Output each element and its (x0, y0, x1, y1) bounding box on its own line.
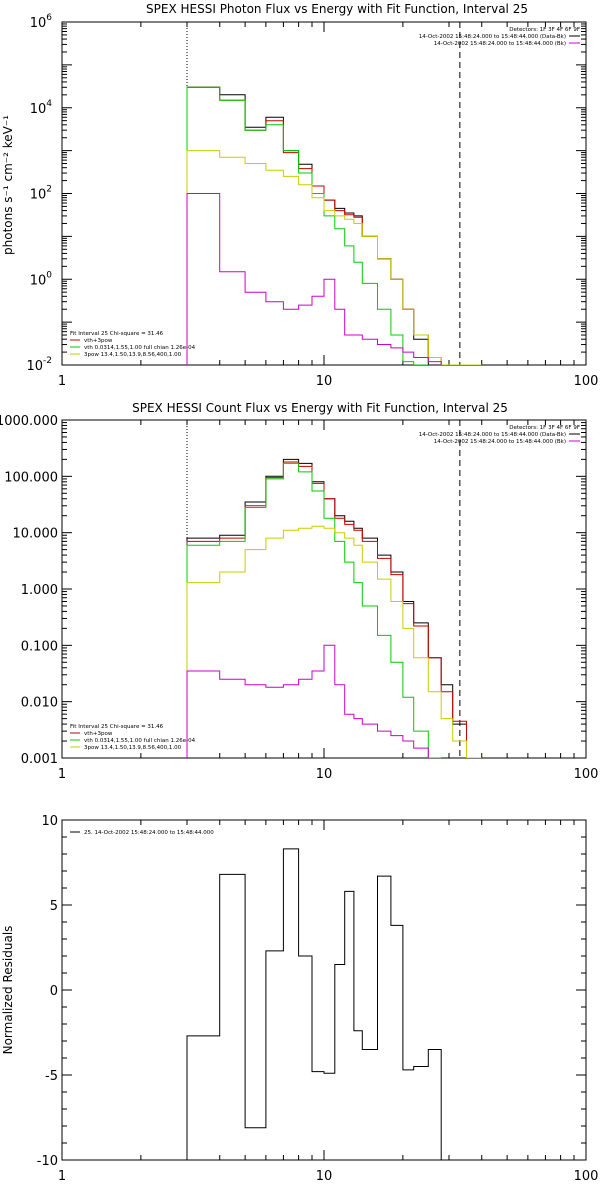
y-tick-exponent: -2 (43, 356, 52, 366)
series-group (186, 86, 482, 365)
y-tick-exponent: 4 (46, 99, 52, 109)
x-tick-label: 10 (316, 767, 333, 782)
y-tick-exponent: 6 (46, 13, 52, 23)
y-tick-base: 10 (26, 359, 43, 374)
y-tick-label: 102 (30, 185, 52, 203)
x-tick-label: 100 (574, 1169, 599, 1184)
y-tick-exponent: 2 (46, 185, 52, 195)
fit-legend-header: Fit Interval 25 Chi-square = 31.46 (70, 724, 164, 730)
x-tick-label: 100 (574, 374, 599, 389)
fit-legend-header: Fit Interval 25 Chi-square = 31.46 (70, 331, 164, 337)
y-tick-base: 10 (30, 102, 47, 117)
y-tick-exponent: 0 (46, 270, 52, 280)
series-line-4 (186, 193, 442, 365)
legend-entry: vth 0.0314,1.55,1.00 full chian 1.26e-04 (84, 738, 196, 744)
series-group (186, 458, 482, 758)
y-tick-label: 106 (30, 13, 53, 31)
x-tick-label: 1 (58, 767, 66, 782)
y-tick-base: 10 (30, 188, 47, 203)
legend-entry: vth+3pow (84, 338, 113, 344)
x-tick-label: 1 (58, 374, 66, 389)
legend-entry: vth+3pow (84, 731, 113, 737)
photon-flux-ylabel: photons s⁻¹ cm⁻² keV⁻¹ (1, 115, 15, 255)
series-line-2 (186, 86, 429, 365)
legend-header: Detectors: 1F 3F 4F 6F 9F (509, 27, 580, 33)
x-tick-label: 10 (316, 1169, 333, 1184)
y-tick-label: 10.000 (13, 527, 59, 542)
series-line-2 (186, 462, 442, 758)
series-line-0 (186, 86, 453, 365)
legend-entry: 3pow 13.4,1.50,13.9,8.56,400,1.00 (84, 352, 182, 358)
count-flux-marks: 1 10 100 1000.000 100.000 10.000 1.000 0.100 0.0… (0, 414, 598, 782)
legend-entry: vth 0.0314,1.55,1.00 full chian 1.26e-04 (84, 345, 196, 351)
y-tick-label: 0.100 (21, 639, 58, 654)
legend-entry: 14-Oct-2002 15:48:24.000 to 15:48:44.000… (419, 432, 566, 438)
series-line-1 (186, 86, 467, 365)
y-tick-label: 0.010 (21, 696, 58, 711)
y-tick-label: 100.000 (4, 470, 58, 485)
residuals-ylabel: Normalized Residuals (1, 926, 15, 1055)
series-line-0 (186, 848, 460, 1160)
legend-entry: 14-Oct-2002 15:48:24.000 to 15:48:44.000… (434, 439, 566, 445)
series-line-3 (186, 525, 482, 758)
x-tick-label: 10 (316, 374, 333, 389)
count-flux-panel: SPEX HESSI Count Flux vs Energy with Fit… (0, 401, 598, 782)
legend-entry: 14-Oct-2002 15:48:24.000 to 15:48:44.000… (434, 41, 566, 47)
series-line-4 (186, 644, 429, 758)
y-tick-label: 10 (41, 814, 58, 829)
y-tick-base: 10 (30, 16, 47, 31)
legend-entry: 3pow 13.4,1.50,13.9,8.56,400,1.00 (84, 745, 182, 751)
plot-frame (61, 419, 587, 759)
legend-header: Detectors: 1F 3F 4F 6F 9F (509, 425, 580, 431)
y-tick-label: 10-2 (26, 356, 52, 374)
x-tick-label: 100 (574, 767, 599, 782)
series-line-3 (186, 150, 482, 365)
y-tick-label: 104 (30, 99, 53, 117)
y-tick-label: 5 (50, 899, 58, 914)
legend-entry: 14-Oct-2002 15:48:24.000 to 15:48:44.000… (419, 34, 566, 40)
plot-frame (61, 819, 587, 1161)
photon-flux-title: SPEX HESSI Photon Flux vs Energy with Fi… (146, 2, 528, 16)
y-tick-label: 0.001 (21, 752, 58, 767)
y-tick-label: 100 (30, 270, 53, 288)
x-tick-label: 1 (58, 1169, 66, 1184)
y-tick-label: -10 (37, 1154, 58, 1169)
count-flux-title: SPEX HESSI Count Flux vs Energy with Fit… (132, 401, 508, 415)
y-tick-label: 0 (50, 984, 58, 999)
legend-entry: 25. 14-Oct-2002 15:48:24.000 to 15:48:44… (84, 830, 214, 836)
residuals-panel: Normalized Residuals 1 10 100 10 5 0 -5 -10 25. … (1, 814, 598, 1184)
y-tick-label: 1.000 (21, 583, 58, 598)
y-tick-label: 1000.000 (0, 414, 58, 429)
series-line-1 (186, 461, 482, 758)
series-line-0 (186, 458, 467, 758)
residuals-marks: 1 10 100 10 5 0 -5 -10 25. 14-Oct-2002 15:48:24.… (37, 814, 599, 1184)
y-tick-base: 10 (30, 273, 47, 288)
photon-flux-panel: SPEX HESSI Photon Flux vs Energy with Fi… (1, 2, 598, 389)
y-tick-label: -5 (45, 1069, 58, 1084)
series-group (186, 848, 460, 1160)
